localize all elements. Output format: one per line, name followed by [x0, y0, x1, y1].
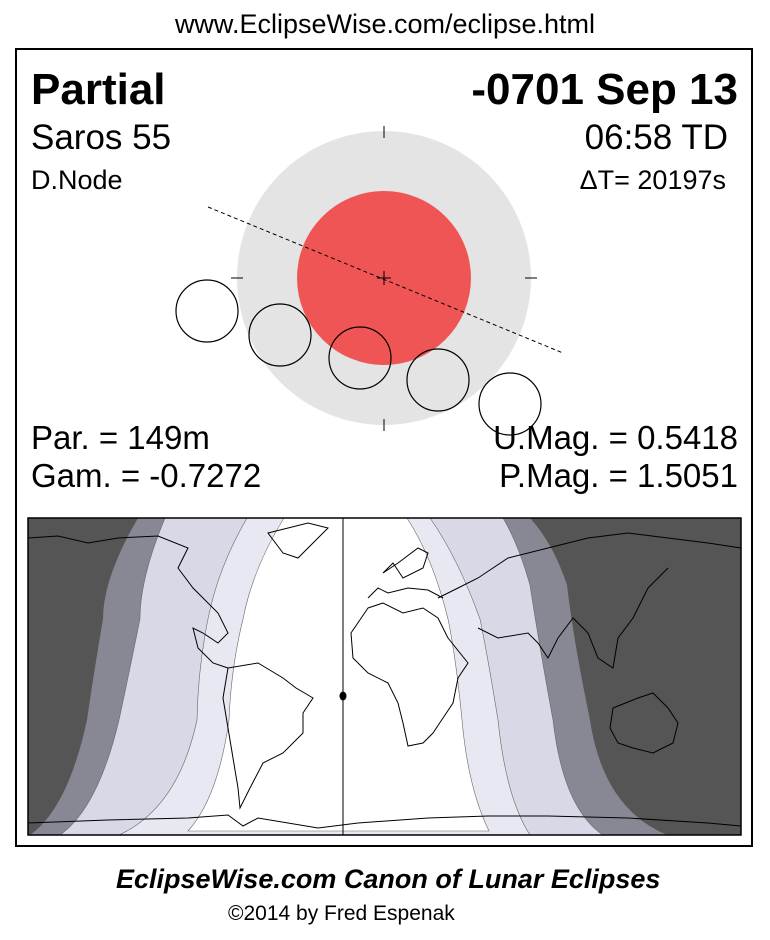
- moon-positions: [175, 279, 542, 436]
- moon-greatest: [328, 326, 392, 390]
- africa: [350, 602, 469, 747]
- antarctica: [27, 814, 742, 829]
- moon-p4: [478, 372, 542, 436]
- greenland: [267, 522, 329, 559]
- footer-title: EclipseWise.com Canon of Lunar Eclipses: [116, 864, 661, 894]
- partial-duration: Par. = 149m: [31, 419, 210, 456]
- eclipse-panel: [15, 48, 753, 847]
- total-visible-region: [187, 517, 490, 832]
- asia: [437, 532, 742, 669]
- copyright: ©2014 by Fred Espenak: [228, 902, 455, 925]
- saros-number: Saros 55: [31, 118, 172, 157]
- south-america: [222, 662, 314, 810]
- ecliptic-line: [207, 206, 564, 354]
- node: D.Node: [31, 165, 123, 195]
- australia: [609, 692, 679, 754]
- umbral-magnitude: U.Mag. = 0.5418: [493, 419, 738, 456]
- eclipse-date: -0701 Sep 13: [471, 65, 738, 114]
- moon-p1: [175, 279, 239, 343]
- penumbral-magnitude: P.Mag. = 1.5051: [499, 457, 738, 494]
- url-header[interactable]: www.EclipseWise.com/eclipse.html: [174, 9, 596, 39]
- moon-u1: [248, 303, 312, 367]
- eclipse-time: 06:58 TD: [584, 118, 728, 157]
- coastlines: [27, 522, 742, 829]
- visibility-map: [27, 517, 742, 836]
- gamma: Gam. = -0.7272: [31, 457, 262, 494]
- north-america: [27, 535, 229, 669]
- eclipse-type: Partial: [31, 65, 166, 114]
- greatest-eclipse-point: [339, 691, 347, 701]
- axis-ticks: [231, 126, 537, 431]
- europe: [367, 547, 444, 599]
- moon-u4: [406, 348, 470, 412]
- delta-t: ΔT= 20197s: [579, 165, 726, 195]
